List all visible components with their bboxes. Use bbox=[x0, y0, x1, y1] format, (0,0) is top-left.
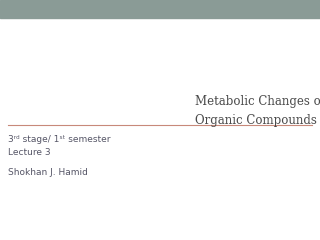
Text: Metabolic Changes of Drugs and Related
Organic Compounds: Metabolic Changes of Drugs and Related O… bbox=[195, 95, 320, 127]
Text: 3ʳᵈ stage/ 1ˢᵗ semester: 3ʳᵈ stage/ 1ˢᵗ semester bbox=[8, 135, 110, 144]
Text: Lecture 3: Lecture 3 bbox=[8, 148, 51, 157]
Bar bbox=[0, 0, 320, 18]
Text: Shokhan J. Hamid: Shokhan J. Hamid bbox=[8, 168, 88, 177]
